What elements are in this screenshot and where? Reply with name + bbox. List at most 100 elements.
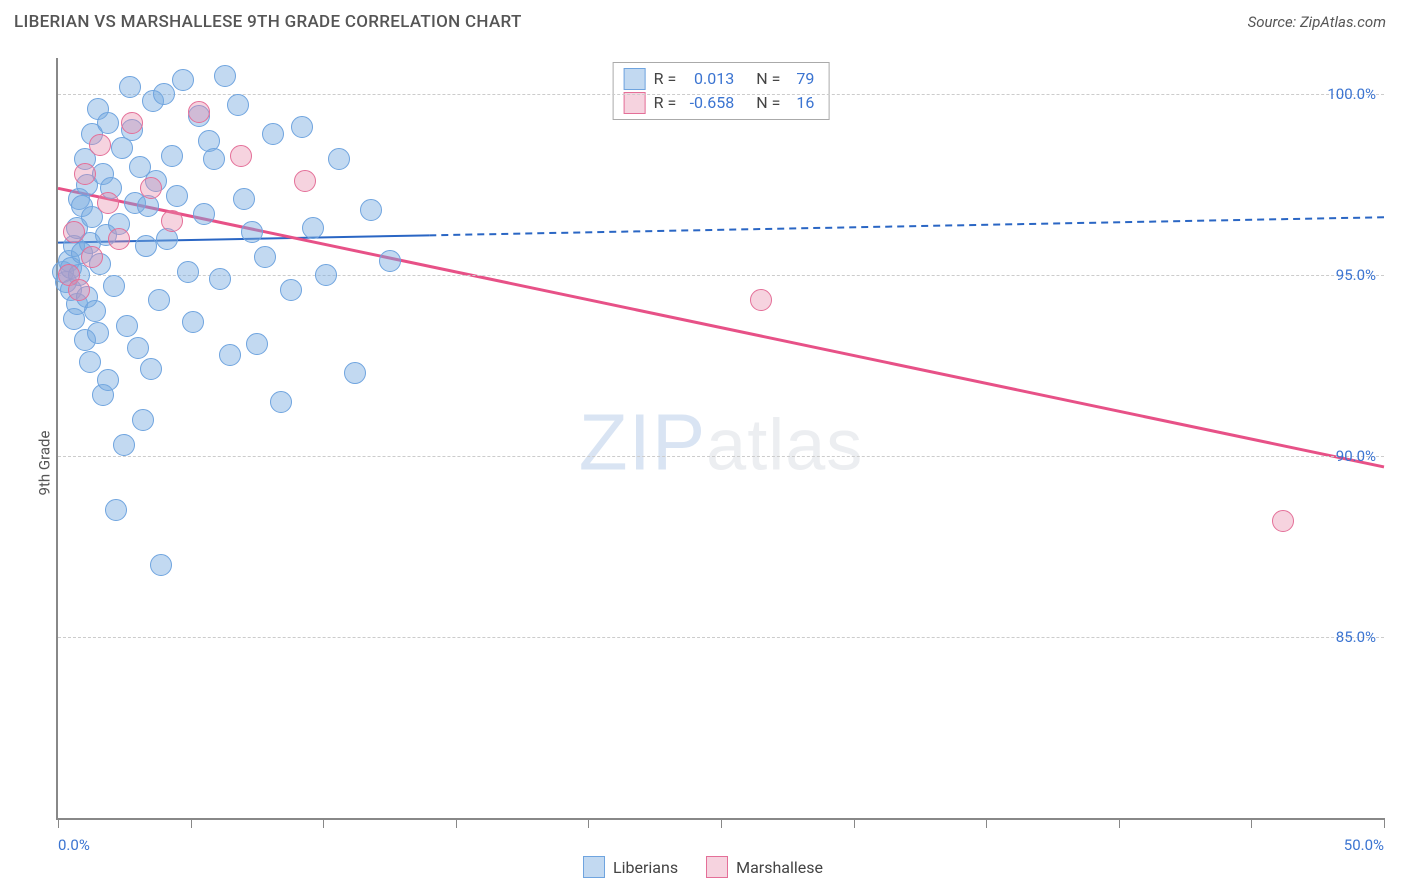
data-point-liberians xyxy=(84,300,106,322)
data-point-liberians xyxy=(214,65,236,87)
y-axis-label: 9th Grade xyxy=(35,431,53,496)
data-point-liberians xyxy=(153,83,175,105)
plot-area: ZIPatlas R = 0.013 N = 79 R = -0.658 N =… xyxy=(56,58,1384,820)
data-point-liberians xyxy=(344,362,366,384)
n-label: N = xyxy=(756,67,780,91)
data-point-liberians xyxy=(127,337,149,359)
bottom-legend: Liberians Marshallese xyxy=(14,856,1392,878)
source-attribution: Source: ZipAtlas.com xyxy=(1248,13,1386,31)
chart-container: 9th Grade ZIPatlas R = 0.013 N = 79 R = … xyxy=(14,48,1392,878)
gridline xyxy=(58,456,1384,457)
gridline xyxy=(58,94,1384,95)
watermark: ZIPatlas xyxy=(579,397,864,489)
data-point-liberians xyxy=(140,358,162,380)
data-point-marshallese xyxy=(140,177,162,199)
data-point-liberians xyxy=(360,199,382,221)
data-point-liberians xyxy=(182,311,204,333)
r-label: R = xyxy=(654,67,677,91)
data-point-liberians xyxy=(193,203,215,225)
data-point-marshallese xyxy=(188,101,210,123)
data-point-liberians xyxy=(254,246,276,268)
data-point-liberians xyxy=(161,145,183,167)
gridline xyxy=(58,275,1384,276)
data-point-liberians xyxy=(241,221,263,243)
x-tick xyxy=(588,818,589,828)
data-point-marshallese xyxy=(294,170,316,192)
data-point-marshallese xyxy=(108,228,130,250)
legend-label-liberians: Liberians xyxy=(613,858,678,877)
data-point-liberians xyxy=(246,333,268,355)
x-tick xyxy=(58,818,59,828)
y-tick-label: 100.0% xyxy=(1327,85,1376,103)
chart-title: LIBERIAN VS MARSHALLESE 9TH GRADE CORREL… xyxy=(14,12,522,32)
data-point-liberians xyxy=(135,235,157,257)
x-tick-label: 50.0% xyxy=(1344,836,1384,854)
y-tick-label: 85.0% xyxy=(1336,628,1376,646)
data-point-liberians xyxy=(103,275,125,297)
data-point-liberians xyxy=(87,322,109,344)
data-point-liberians xyxy=(328,148,350,170)
y-tick-label: 90.0% xyxy=(1336,447,1376,465)
data-point-liberians xyxy=(280,279,302,301)
data-point-liberians xyxy=(172,69,194,91)
data-point-liberians xyxy=(233,188,255,210)
swatch-liberians xyxy=(624,68,646,90)
data-point-liberians xyxy=(209,268,231,290)
data-point-liberians xyxy=(302,217,324,239)
data-point-liberians xyxy=(132,409,154,431)
x-tick xyxy=(323,818,324,828)
data-point-liberians xyxy=(227,94,249,116)
data-point-liberians xyxy=(105,499,127,521)
data-point-liberians xyxy=(150,554,172,576)
data-point-liberians xyxy=(291,116,313,138)
data-point-marshallese xyxy=(1272,510,1294,532)
data-point-marshallese xyxy=(68,279,90,301)
x-tick xyxy=(456,818,457,828)
legend-label-marshallese: Marshallese xyxy=(736,858,823,877)
data-point-marshallese xyxy=(74,163,96,185)
swatch-marshallese xyxy=(624,92,646,114)
data-point-liberians xyxy=(270,391,292,413)
data-point-marshallese xyxy=(230,145,252,167)
x-tick xyxy=(191,818,192,828)
data-point-liberians xyxy=(177,261,199,283)
data-point-marshallese xyxy=(63,221,85,243)
trend-lines xyxy=(58,58,1384,818)
data-point-liberians xyxy=(116,315,138,337)
data-point-liberians xyxy=(166,185,188,207)
legend-item-liberians: Liberians xyxy=(583,856,678,878)
swatch-marshallese xyxy=(706,856,728,878)
data-point-liberians xyxy=(262,123,284,145)
data-point-marshallese xyxy=(750,289,772,311)
x-tick xyxy=(854,818,855,828)
x-tick xyxy=(986,818,987,828)
n-value-liberians: 79 xyxy=(788,67,814,91)
data-point-liberians xyxy=(148,289,170,311)
data-point-liberians xyxy=(79,351,101,373)
y-tick-label: 95.0% xyxy=(1336,266,1376,284)
swatch-liberians xyxy=(583,856,605,878)
watermark-zip: ZIP xyxy=(579,398,706,487)
data-point-marshallese xyxy=(121,112,143,134)
data-point-liberians xyxy=(379,250,401,272)
x-tick xyxy=(721,818,722,828)
gridline xyxy=(58,637,1384,638)
x-tick xyxy=(1384,818,1385,828)
stats-legend: R = 0.013 N = 79 R = -0.658 N = 16 xyxy=(613,62,830,120)
data-point-liberians xyxy=(119,76,141,98)
data-point-liberians xyxy=(97,369,119,391)
data-point-liberians xyxy=(219,344,241,366)
data-point-liberians xyxy=(113,434,135,456)
x-tick xyxy=(1119,818,1120,828)
x-tick xyxy=(1251,818,1252,828)
watermark-atlas: atlas xyxy=(706,406,863,486)
data-point-liberians xyxy=(97,112,119,134)
r-value-liberians: 0.013 xyxy=(684,67,734,91)
legend-item-marshallese: Marshallese xyxy=(706,856,823,878)
x-tick-label: 0.0% xyxy=(58,836,90,854)
data-point-liberians xyxy=(315,264,337,286)
data-point-liberians xyxy=(203,148,225,170)
data-point-marshallese xyxy=(89,134,111,156)
data-point-marshallese xyxy=(81,246,103,268)
stats-row-liberians: R = 0.013 N = 79 xyxy=(624,67,815,91)
